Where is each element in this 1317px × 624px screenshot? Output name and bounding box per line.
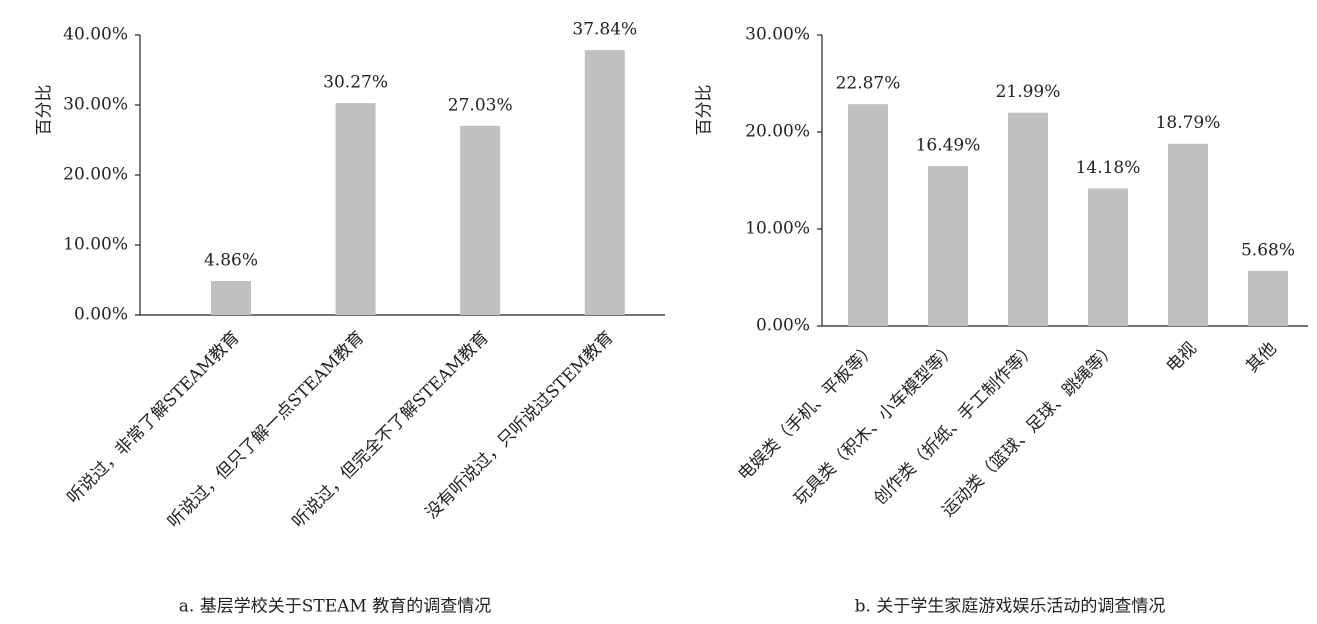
x-tick-label: 运动类（篮球、足球、跳绳等）	[938, 339, 1120, 521]
bar	[584, 50, 625, 316]
y-tick-label: 40.00%	[63, 25, 128, 45]
value-label: 4.86%	[204, 250, 258, 270]
caption: a. 基层学校关于STEAM 教育的调查情况	[179, 597, 491, 617]
x-tick-label: 听说过，但只了解一点STEAM教育	[164, 328, 368, 532]
bar	[1168, 143, 1208, 326]
y-axis-label: 百分比	[35, 85, 55, 136]
bar	[848, 104, 888, 326]
y-tick-label: 10.00%	[745, 219, 810, 239]
value-label: 21.99%	[996, 82, 1061, 102]
y-tick-label: 20.00%	[745, 122, 810, 142]
bar	[928, 166, 968, 326]
y-tick-label: 30.00%	[63, 95, 128, 115]
value-label: 22.87%	[836, 74, 901, 94]
value-label: 27.03%	[448, 95, 513, 115]
value-label: 14.18%	[1076, 158, 1141, 178]
caption: b. 关于学生家庭游戏娱乐活动的调查情况	[855, 597, 1166, 617]
y-axis-label: 百分比	[695, 85, 715, 136]
bar	[335, 103, 376, 315]
y-tick-label: 0.00%	[74, 305, 128, 325]
y-tick-label: 10.00%	[63, 235, 128, 255]
bar	[1088, 188, 1128, 326]
x-tick-label: 电视	[1163, 339, 1201, 377]
y-tick-label: 30.00%	[745, 25, 810, 45]
bar	[1248, 270, 1288, 326]
x-tick-label: 电娱类（手机、平板等）	[734, 339, 880, 485]
x-tick-label: 听说过，但完全不了解STEAM教育	[289, 328, 493, 532]
value-label: 37.84%	[572, 20, 637, 40]
x-tick-label: 创作类（折纸、手工制作等）	[870, 339, 1040, 509]
value-label: 30.27%	[323, 73, 388, 93]
x-tick-label: 其他	[1243, 339, 1281, 377]
bar	[1008, 112, 1048, 327]
value-label: 18.79%	[1156, 113, 1221, 133]
x-tick-label: 玩具类（积木、小车模型等）	[790, 339, 960, 509]
y-tick-label: 20.00%	[63, 165, 128, 185]
y-tick-label: 0.00%	[756, 316, 810, 336]
value-label: 5.68%	[1241, 240, 1295, 260]
bar	[460, 125, 501, 315]
value-label: 16.49%	[916, 136, 981, 156]
bar	[211, 280, 251, 315]
